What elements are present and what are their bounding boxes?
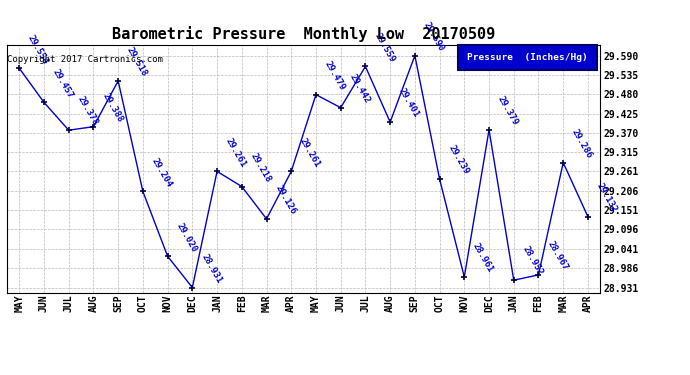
Text: Pressure  (Inches/Hg): Pressure (Inches/Hg) — [467, 53, 588, 62]
Bar — [458, 45, 598, 70]
Text: 28.961: 28.961 — [471, 242, 495, 274]
Title: Barometric Pressure  Monthly Low  20170509: Barometric Pressure Monthly Low 20170509 — [112, 27, 495, 42]
Text: 29.239: 29.239 — [446, 144, 471, 176]
Text: 29.554: 29.554 — [26, 33, 50, 66]
Text: 29.479: 29.479 — [323, 59, 347, 92]
Text: 29.020: 29.020 — [175, 221, 199, 254]
Text: 29.132: 29.132 — [595, 182, 619, 214]
Text: Copyright 2017 Cartronics.com: Copyright 2017 Cartronics.com — [7, 55, 163, 64]
Text: 29.457: 29.457 — [51, 67, 75, 100]
Text: 29.442: 29.442 — [348, 72, 371, 105]
Text: 28.931: 28.931 — [199, 252, 223, 285]
Text: 29.559: 29.559 — [373, 31, 396, 64]
Text: 29.401: 29.401 — [397, 87, 421, 119]
Text: 29.261: 29.261 — [298, 136, 322, 169]
Text: 29.261: 29.261 — [224, 136, 248, 169]
Text: 29.590: 29.590 — [422, 20, 446, 53]
Text: 29.388: 29.388 — [100, 92, 124, 124]
Text: 29.379: 29.379 — [496, 94, 520, 127]
Text: 28.952: 28.952 — [521, 245, 544, 278]
Text: 28.967: 28.967 — [545, 240, 569, 272]
Text: 29.218: 29.218 — [248, 152, 273, 184]
Text: 29.126: 29.126 — [273, 184, 297, 216]
Text: 29.204: 29.204 — [150, 156, 174, 189]
Text: 29.378: 29.378 — [76, 95, 99, 128]
Text: 29.518: 29.518 — [125, 46, 149, 78]
Text: 29.286: 29.286 — [570, 128, 594, 160]
